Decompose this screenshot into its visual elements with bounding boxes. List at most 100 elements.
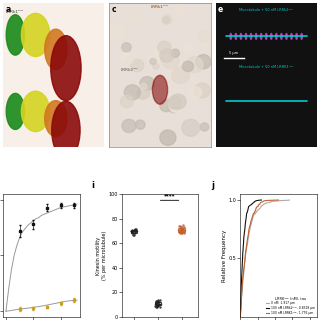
Text: c: c	[111, 5, 116, 14]
Ellipse shape	[6, 93, 24, 129]
Y-axis label: Kinesin motility
(% per microtubule): Kinesin motility (% per microtubule)	[96, 231, 107, 280]
Point	[179, 226, 184, 231]
Ellipse shape	[286, 34, 287, 39]
100 nM LRRk2ᴵᴺᴺᴵ, 0.8318 μm	[241, 245, 245, 249]
Point	[156, 302, 161, 307]
Ellipse shape	[162, 52, 179, 68]
Ellipse shape	[281, 34, 282, 39]
Text: j: j	[211, 181, 214, 190]
Ellipse shape	[160, 100, 172, 112]
Ellipse shape	[51, 36, 81, 100]
100 nM LRRk2ᴵᴺᴺᴵ, 0.8318 μm	[238, 315, 242, 318]
Ellipse shape	[162, 15, 172, 24]
Ellipse shape	[168, 96, 181, 109]
Ellipse shape	[172, 67, 189, 84]
Ellipse shape	[190, 87, 202, 98]
Text: 5 μm: 5 μm	[229, 51, 238, 55]
Point	[180, 230, 185, 235]
Text: ****: ****	[164, 194, 175, 198]
0 nM, 1.917 μm	[243, 259, 247, 262]
100 nM LRRK1ᴵᴺᴺᴵ, 1.776 μm	[249, 219, 253, 223]
0 nM, 1.917 μm	[243, 259, 247, 263]
Point	[156, 298, 161, 303]
Ellipse shape	[196, 55, 211, 69]
Line: 100 nM LRRK1ᴵᴺᴺᴵ, 1.776 μm: 100 nM LRRK1ᴵᴺᴺᴵ, 1.776 μm	[240, 200, 278, 316]
Ellipse shape	[140, 76, 155, 91]
Ellipse shape	[169, 98, 184, 112]
Ellipse shape	[131, 59, 144, 72]
Point	[154, 304, 159, 309]
Ellipse shape	[270, 34, 272, 39]
Ellipse shape	[255, 34, 257, 39]
Y-axis label: Relative Frequency: Relative Frequency	[222, 229, 227, 282]
Point	[132, 226, 137, 231]
100 nM LRRk2ᴵᴺᴺᴵ, 0.8318 μm	[252, 201, 255, 205]
0 nM, 1.917 μm	[244, 252, 248, 255]
100 nM LRRK1ᴵᴺᴺᴵ, 1.776 μm	[276, 198, 280, 202]
Point	[178, 228, 183, 234]
100 nM LRRk2ᴵᴺᴺᴵ, 0.8318 μm	[244, 219, 248, 223]
Point	[180, 225, 185, 230]
Ellipse shape	[160, 130, 176, 145]
Ellipse shape	[245, 34, 247, 39]
Point	[130, 228, 135, 234]
Ellipse shape	[121, 53, 129, 61]
Point	[156, 302, 162, 307]
Point	[179, 226, 184, 231]
Point	[178, 231, 183, 236]
Ellipse shape	[122, 119, 136, 132]
0 nM, 1.917 μm	[238, 315, 242, 318]
Point	[154, 303, 159, 308]
Point	[154, 303, 159, 308]
Text: Microtubule + 50 nM LRRk2ᴵᴺᴺᴵ: Microtubule + 50 nM LRRk2ᴵᴺᴺᴵ	[239, 8, 293, 12]
Point	[129, 228, 134, 234]
Point	[133, 227, 138, 232]
Bar	[179, 228, 185, 232]
100 nM LRRK1ᴵᴺᴺᴵ, 1.776 μm	[244, 245, 248, 249]
Ellipse shape	[170, 94, 186, 109]
Point	[153, 301, 158, 306]
100 nM LRRk2ᴵᴺᴺᴵ, 0.8318 μm	[241, 259, 244, 263]
Line: 0 nM, 1.917 μm: 0 nM, 1.917 μm	[240, 200, 289, 316]
Point	[156, 302, 161, 307]
Point	[177, 223, 182, 228]
Point	[153, 298, 158, 303]
Ellipse shape	[184, 45, 192, 52]
Ellipse shape	[147, 51, 159, 62]
100 nM LRRK1ᴵᴺᴺᴵ, 1.776 μm	[244, 252, 247, 255]
Point	[130, 231, 135, 236]
Text: LRRk2ᴵᴺᴺᴵ: LRRk2ᴵᴺᴺᴵ	[121, 68, 139, 72]
0 nM, 1.917 μm	[266, 201, 269, 205]
Ellipse shape	[157, 82, 167, 91]
Point	[180, 222, 186, 228]
Ellipse shape	[129, 11, 140, 22]
Ellipse shape	[230, 34, 232, 39]
Point	[156, 297, 161, 302]
Ellipse shape	[135, 120, 145, 129]
Ellipse shape	[137, 87, 150, 99]
Legend: 0 nM, 1.917 μm, 100 nM LRRk2ᴵᴺᴺᴵ, 0.8318 μm, 100 nM LRRK1ᴵᴺᴺᴵ, 1.776 μm: 0 nM, 1.917 μm, 100 nM LRRk2ᴵᴺᴺᴵ, 0.8318…	[265, 296, 315, 315]
Ellipse shape	[296, 34, 297, 39]
Point	[156, 300, 162, 305]
0 nM, 1.917 μm	[287, 198, 291, 202]
Ellipse shape	[122, 43, 131, 52]
Point	[155, 301, 160, 306]
100 nM LRRK1ᴵᴺᴺᴵ, 1.776 μm	[238, 315, 242, 318]
Ellipse shape	[291, 34, 292, 39]
100 nM LRRK1ᴵᴺᴺᴵ, 1.776 μm	[259, 201, 262, 205]
Ellipse shape	[276, 34, 277, 39]
Ellipse shape	[21, 91, 50, 132]
Point	[180, 227, 185, 232]
Ellipse shape	[108, 25, 124, 40]
Ellipse shape	[301, 34, 302, 39]
Point	[129, 228, 134, 234]
100 nM LRRK1ᴵᴺᴺᴵ, 1.776 μm	[243, 259, 247, 263]
Text: e: e	[218, 5, 223, 14]
Ellipse shape	[163, 17, 170, 23]
Text: LRRk1ᴵᴺᴺᴵ: LRRk1ᴵᴺᴺᴵ	[151, 5, 169, 9]
Point	[132, 230, 137, 235]
100 nM LRRk2ᴵᴺᴺᴵ, 0.8318 μm	[241, 259, 244, 262]
Ellipse shape	[52, 101, 80, 159]
Ellipse shape	[120, 95, 133, 108]
Point	[179, 231, 184, 236]
